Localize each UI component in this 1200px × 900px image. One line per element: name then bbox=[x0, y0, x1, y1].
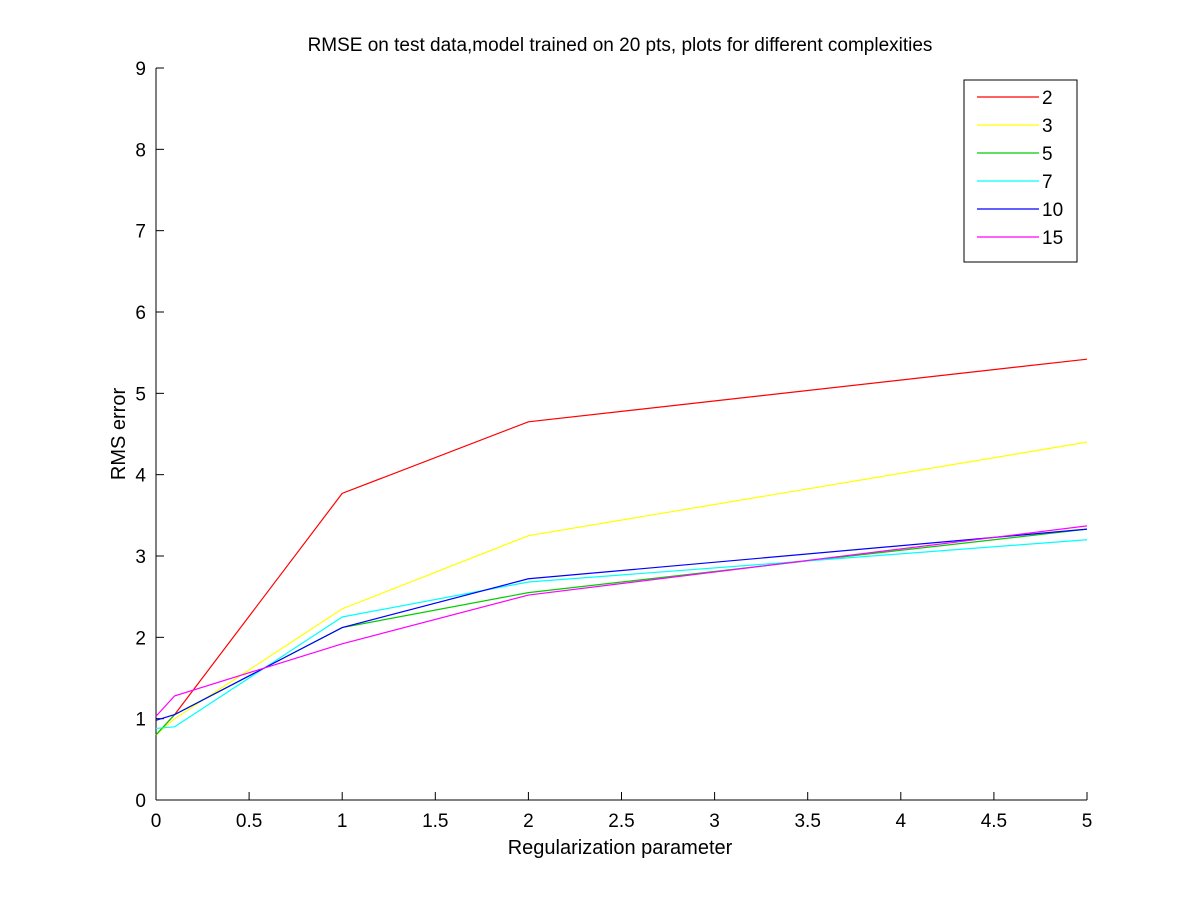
x-tick-label: 3.5 bbox=[794, 811, 820, 832]
series-line-3 bbox=[155, 441, 1088, 736]
y-tick-label: 4 bbox=[135, 466, 146, 487]
x-tick-label: 5 bbox=[1082, 811, 1093, 832]
y-tick-label: 0 bbox=[135, 791, 146, 812]
legend-label-15: 15 bbox=[1042, 228, 1063, 249]
legend: 2 3 5 7 10 15 bbox=[963, 79, 1078, 263]
y-axis-label: RMS error bbox=[108, 388, 130, 481]
x-tick-label: 1.5 bbox=[422, 811, 448, 832]
x-axis-label: Regularization parameter bbox=[508, 837, 733, 859]
plot-area: 0 0.5 1 1.5 2 2.5 3 3.5 4 4.5 5 0 1 2 3 4 5 6 7 8 9 bbox=[135, 59, 1092, 832]
y-tick-label: 7 bbox=[135, 222, 146, 243]
legend-box bbox=[963, 79, 1078, 263]
x-tick-label: 3 bbox=[709, 811, 720, 832]
y-tick-label: 3 bbox=[135, 547, 146, 568]
legend-label-2: 2 bbox=[1042, 88, 1053, 109]
x-tick-label: 0 bbox=[151, 811, 162, 832]
series-line-5 bbox=[155, 528, 1088, 736]
series-line-7 bbox=[155, 539, 1088, 730]
y-tick-label: 1 bbox=[135, 710, 146, 731]
legend-label-5: 5 bbox=[1042, 144, 1053, 165]
x-tick-label: 4 bbox=[896, 811, 907, 832]
x-tick-label: 2 bbox=[523, 811, 534, 832]
y-tick-label: 5 bbox=[135, 384, 146, 405]
series-line-15 bbox=[155, 525, 1088, 717]
series-line-10 bbox=[155, 528, 1088, 721]
legend-label-10: 10 bbox=[1042, 200, 1063, 221]
legend-label-7: 7 bbox=[1042, 172, 1053, 193]
y-tick-label: 6 bbox=[135, 303, 146, 324]
legend-label-3: 3 bbox=[1042, 116, 1053, 137]
x-tick-label: 2.5 bbox=[608, 811, 634, 832]
chart-title: RMSE on test data,model trained on 20 pt… bbox=[308, 35, 933, 56]
y-tick-label: 8 bbox=[135, 140, 146, 161]
y-tick-label: 9 bbox=[135, 59, 146, 80]
x-tick-label: 4.5 bbox=[981, 811, 1007, 832]
x-tick-label: 0.5 bbox=[236, 811, 262, 832]
series-line-2 bbox=[155, 358, 1088, 736]
x-tick-label: 1 bbox=[337, 811, 348, 832]
y-tick-label: 2 bbox=[135, 628, 146, 649]
